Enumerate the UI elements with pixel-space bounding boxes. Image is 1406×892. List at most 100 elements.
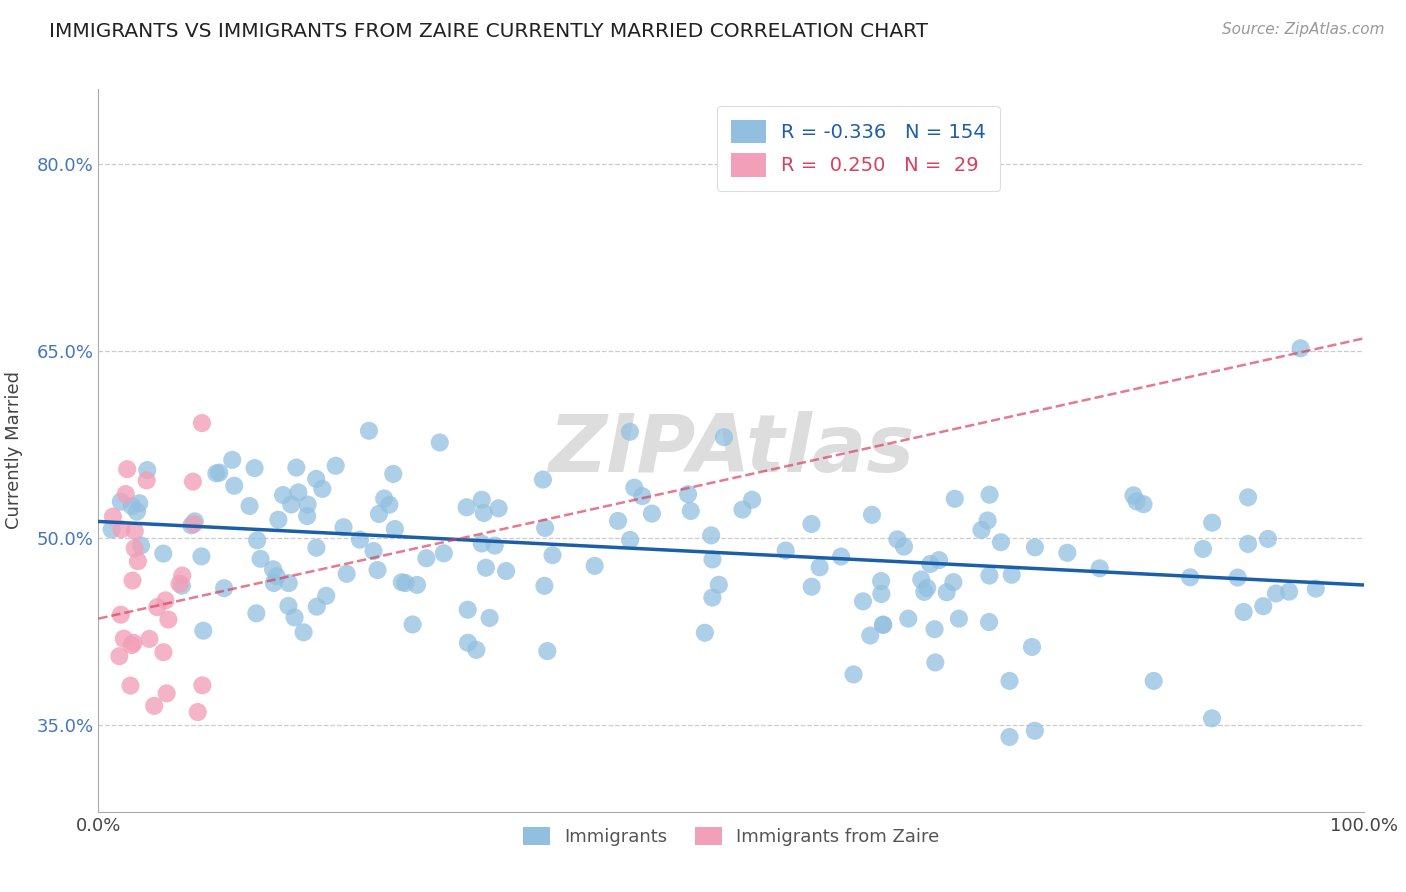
Point xyxy=(146,600,169,615)
Point xyxy=(800,517,823,532)
Text: ZIPAtlas: ZIPAtlas xyxy=(548,411,914,490)
Point xyxy=(488,501,510,516)
Point xyxy=(172,568,194,582)
Point xyxy=(305,472,328,486)
Point xyxy=(284,610,307,624)
Point xyxy=(263,576,285,591)
Point xyxy=(277,599,299,613)
Text: Source: ZipAtlas.com: Source: ZipAtlas.com xyxy=(1222,22,1385,37)
Point xyxy=(897,612,920,626)
Point xyxy=(976,514,998,528)
Point xyxy=(800,580,823,594)
Point xyxy=(128,496,150,510)
Y-axis label: Currently Married: Currently Married xyxy=(4,371,22,530)
Point xyxy=(262,562,284,576)
Point xyxy=(910,573,932,587)
Point xyxy=(121,500,143,514)
Point xyxy=(860,508,883,522)
Point xyxy=(311,482,333,496)
Point xyxy=(180,518,202,533)
Point xyxy=(221,453,243,467)
Point xyxy=(872,617,894,632)
Point xyxy=(928,553,950,567)
Point xyxy=(707,578,730,592)
Point xyxy=(169,576,191,591)
Point xyxy=(121,638,143,652)
Legend: Immigrants, Immigrants from Zaire: Immigrants, Immigrants from Zaire xyxy=(516,820,946,854)
Point xyxy=(287,485,309,500)
Point xyxy=(1278,584,1301,599)
Point xyxy=(135,474,157,488)
Point xyxy=(870,587,893,601)
Point xyxy=(583,558,606,573)
Point xyxy=(373,491,395,506)
Point xyxy=(998,730,1021,744)
Point xyxy=(679,504,702,518)
Point xyxy=(702,552,724,566)
Point xyxy=(942,575,965,590)
Point xyxy=(1264,586,1286,600)
Point xyxy=(1024,541,1046,555)
Point xyxy=(1122,488,1144,502)
Point xyxy=(280,498,302,512)
Point xyxy=(619,533,641,547)
Point xyxy=(471,536,494,550)
Point xyxy=(332,520,354,534)
Point xyxy=(1125,494,1147,508)
Point xyxy=(1021,640,1043,654)
Point xyxy=(156,686,179,700)
Point xyxy=(886,533,908,547)
Point xyxy=(208,466,231,480)
Point xyxy=(243,461,266,475)
Point xyxy=(212,581,235,595)
Point xyxy=(536,644,558,658)
Point xyxy=(183,517,205,532)
Point xyxy=(285,460,308,475)
Point xyxy=(1257,532,1279,546)
Point xyxy=(108,649,131,664)
Point xyxy=(676,487,699,501)
Point xyxy=(872,618,894,632)
Point xyxy=(979,568,1001,582)
Point xyxy=(693,625,716,640)
Point xyxy=(893,540,915,554)
Point xyxy=(1180,570,1202,584)
Point xyxy=(619,425,641,439)
Point xyxy=(979,488,1001,502)
Point xyxy=(998,673,1021,688)
Point xyxy=(191,416,214,430)
Point xyxy=(170,579,193,593)
Point xyxy=(948,612,970,626)
Point xyxy=(224,479,246,493)
Point xyxy=(406,578,429,592)
Point xyxy=(1305,582,1327,596)
Point xyxy=(249,551,271,566)
Point xyxy=(713,430,735,444)
Point xyxy=(193,624,215,638)
Point xyxy=(731,502,754,516)
Point xyxy=(775,543,797,558)
Point xyxy=(990,535,1012,549)
Point xyxy=(115,462,138,476)
Point xyxy=(977,615,1000,629)
Point xyxy=(100,523,122,537)
Point xyxy=(631,489,654,503)
Point xyxy=(112,632,135,646)
Point xyxy=(700,528,723,542)
Text: IMMIGRANTS VS IMMIGRANTS FROM ZAIRE CURRENTLY MARRIED CORRELATION CHART: IMMIGRANTS VS IMMIGRANTS FROM ZAIRE CURR… xyxy=(49,22,928,41)
Point xyxy=(702,591,724,605)
Point xyxy=(531,473,554,487)
Point xyxy=(110,494,132,508)
Point xyxy=(125,505,148,519)
Point xyxy=(205,467,228,481)
Point xyxy=(136,463,159,477)
Point xyxy=(1132,497,1154,511)
Point xyxy=(152,645,174,659)
Point xyxy=(277,576,299,591)
Point xyxy=(1237,537,1260,551)
Point xyxy=(401,617,423,632)
Point xyxy=(1056,546,1078,560)
Point xyxy=(484,539,506,553)
Point xyxy=(471,492,494,507)
Point xyxy=(924,622,946,636)
